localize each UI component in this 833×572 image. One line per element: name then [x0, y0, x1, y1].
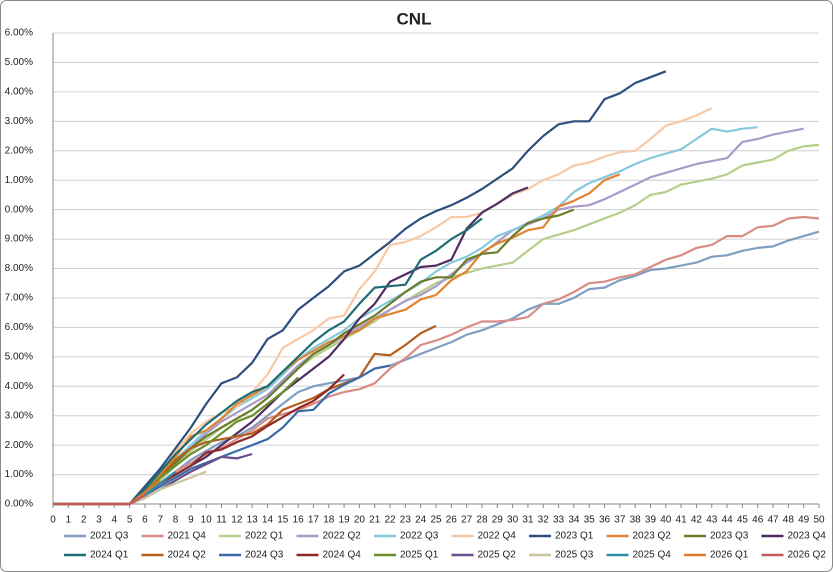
y-tick-label: 8.00% — [5, 263, 33, 274]
y-tick-label: 5.00% — [5, 351, 33, 362]
x-tick-label: 11 — [216, 515, 227, 526]
legend-label: 2024 Q1 — [90, 550, 129, 561]
x-tick-label: 49 — [798, 515, 810, 526]
x-tick-label: 22 — [384, 515, 396, 526]
legend-label: 2024 Q3 — [245, 550, 284, 561]
x-tick-label: 1 — [66, 515, 72, 526]
x-tick-label: 50 — [813, 515, 825, 526]
legend-label: 2021 Q3 — [90, 531, 129, 542]
x-tick-label: 23 — [400, 515, 412, 526]
x-tick-label: 17 — [308, 515, 320, 526]
x-tick-label: 10 — [201, 515, 213, 526]
y-tick-label: 5.00% — [5, 57, 33, 68]
x-tick-label: 36 — [599, 515, 611, 526]
x-tick-label: 7 — [157, 515, 163, 526]
x-tick-label: 15 — [277, 515, 289, 526]
y-tick-label: 1.00% — [5, 469, 33, 480]
y-tick-label: 2.00% — [5, 440, 33, 451]
x-tick-label: 0 — [50, 515, 56, 526]
legend-label: 2023 Q1 — [555, 531, 594, 542]
legend-label: 2023 Q4 — [788, 531, 827, 542]
legend-label: 2025 Q1 — [400, 550, 439, 561]
x-tick-label: 8 — [173, 515, 179, 526]
x-tick-label: 39 — [645, 515, 657, 526]
x-tick-label: 25 — [430, 515, 442, 526]
x-tick-label: 33 — [553, 515, 565, 526]
series-line — [53, 494, 146, 506]
y-tick-label: 0.00% — [5, 204, 33, 215]
x-tick-label: 20 — [354, 515, 366, 526]
x-tick-label: 41 — [676, 515, 688, 526]
x-tick-label: 2 — [81, 515, 87, 526]
x-tick-label: 30 — [507, 515, 519, 526]
legend-label: 2022 Q2 — [323, 531, 362, 542]
legend-label: 2025 Q2 — [478, 550, 517, 561]
x-tick-label: 4 — [111, 515, 117, 526]
x-tick-label: 35 — [584, 515, 596, 526]
legend-label: 2022 Q3 — [400, 531, 439, 542]
y-tick-label: 4.00% — [5, 381, 33, 392]
y-tick-label: 6.00% — [5, 28, 33, 39]
y-tick-label: 3.00% — [5, 410, 33, 421]
x-tick-label: 37 — [614, 515, 626, 526]
x-tick-label: 13 — [247, 515, 259, 526]
x-tick-label: 27 — [461, 515, 473, 526]
x-tick-label: 32 — [538, 515, 550, 526]
x-tick-label: 48 — [783, 515, 795, 526]
legend-label: 2026 Q2 — [788, 550, 827, 561]
legend-label: 2026 Q1 — [710, 550, 749, 561]
legend-label: 2022 Q1 — [245, 531, 284, 542]
y-tick-label: 0.00% — [5, 499, 33, 510]
x-tick-label: 40 — [660, 515, 672, 526]
legend-label: 2023 Q2 — [633, 531, 672, 542]
x-tick-label: 9 — [188, 515, 194, 526]
legend-label: 2025 Q4 — [633, 550, 672, 561]
x-tick-label: 28 — [476, 515, 488, 526]
y-tick-label: 4.00% — [5, 87, 33, 98]
chart-title: CNL — [397, 9, 432, 28]
legend-label: 2024 Q4 — [323, 550, 362, 561]
legend-label: 2022 Q4 — [478, 531, 517, 542]
x-tick-label: 19 — [339, 515, 351, 526]
x-tick-label: 6 — [142, 515, 148, 526]
series-line — [53, 70, 667, 506]
x-tick-label: 29 — [492, 515, 504, 526]
legend-label: 2023 Q3 — [710, 531, 749, 542]
x-tick-label: 5 — [127, 515, 133, 526]
x-tick-label: 34 — [568, 515, 580, 526]
y-tick-label: 6.00% — [5, 322, 33, 333]
y-tick-label: 1.00% — [5, 175, 33, 186]
x-tick-label: 38 — [630, 515, 642, 526]
x-tick-label: 26 — [446, 515, 458, 526]
y-tick-label: 3.00% — [5, 116, 33, 127]
x-tick-label: 47 — [767, 515, 779, 526]
legend-label: 2024 Q2 — [168, 550, 207, 561]
x-tick-label: 43 — [706, 515, 718, 526]
x-tick-label: 44 — [722, 515, 734, 526]
x-tick-label: 12 — [231, 515, 243, 526]
x-tick-label: 3 — [96, 515, 102, 526]
x-tick-label: 31 — [522, 515, 534, 526]
x-tick-label: 46 — [752, 515, 764, 526]
y-tick-label: 9.00% — [5, 234, 33, 245]
y-tick-label: 2.00% — [5, 145, 33, 156]
x-tick-label: 18 — [323, 515, 335, 526]
x-tick-label: 21 — [369, 515, 381, 526]
legend-label: 2025 Q3 — [555, 550, 594, 561]
x-tick-label: 16 — [293, 515, 305, 526]
x-tick-label: 14 — [262, 515, 274, 526]
x-tick-label: 42 — [691, 515, 703, 526]
series-line — [53, 215, 820, 506]
x-tick-label: 45 — [737, 515, 749, 526]
x-tick-label: 24 — [415, 515, 427, 526]
y-tick-label: 7.00% — [5, 293, 33, 304]
legend-label: 2021 Q4 — [168, 531, 207, 542]
